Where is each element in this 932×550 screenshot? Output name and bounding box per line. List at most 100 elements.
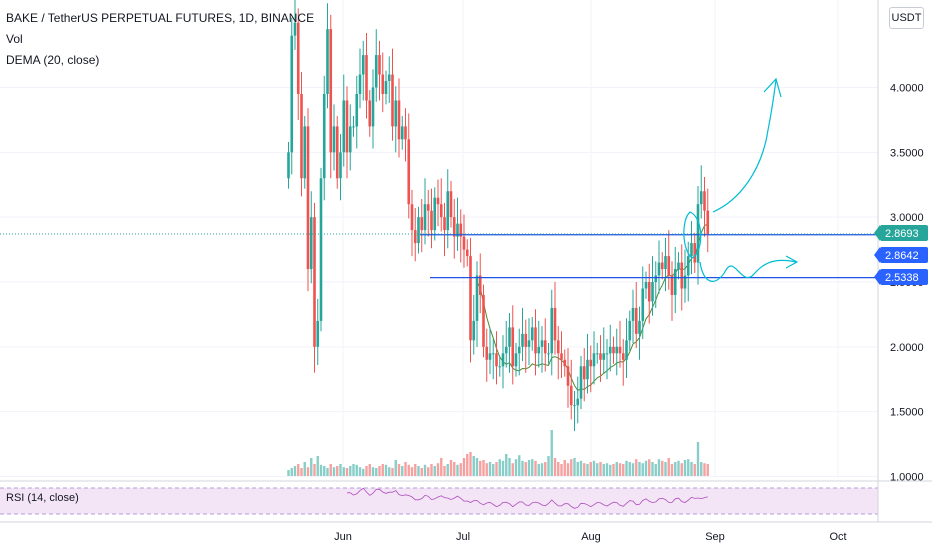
price-tag: 2.5338 bbox=[874, 269, 928, 285]
candle bbox=[335, 116, 339, 189]
volume-bar bbox=[625, 460, 628, 476]
drawn-up-arrowhead bbox=[763, 77, 782, 98]
volume-bar bbox=[505, 454, 508, 476]
volume-bar bbox=[362, 468, 365, 476]
price-axis: 1.00001.50002.00002.50003.00003.50004.00… bbox=[890, 83, 924, 484]
candle bbox=[563, 349, 567, 377]
volume-bar bbox=[466, 454, 469, 476]
volume-bar bbox=[687, 459, 690, 476]
candle bbox=[397, 78, 401, 158]
candle-body bbox=[634, 307, 638, 334]
candle bbox=[400, 116, 404, 150]
volume-bar bbox=[560, 464, 563, 476]
candle-body bbox=[612, 346, 615, 354]
candle bbox=[670, 261, 674, 321]
candle-body bbox=[582, 366, 586, 380]
candle bbox=[452, 199, 456, 259]
volume-bar bbox=[378, 466, 381, 476]
volume-bar bbox=[358, 467, 362, 476]
volume-bar bbox=[446, 464, 449, 476]
candle bbox=[287, 141, 290, 189]
candle-body bbox=[300, 93, 303, 179]
volume-bar bbox=[534, 460, 537, 476]
candle-body bbox=[348, 126, 352, 153]
grid-lines bbox=[0, 0, 878, 478]
volume-bar bbox=[547, 456, 550, 476]
candle bbox=[378, 40, 381, 101]
volume-bar bbox=[492, 464, 495, 476]
time-tick-label: Jul bbox=[456, 531, 470, 543]
volume-bar bbox=[615, 462, 618, 476]
chart-title[interactable]: BAKE / TetherUS PERPETUAL FUTURES, 1D, B… bbox=[6, 11, 315, 25]
candle bbox=[605, 339, 609, 380]
candle bbox=[391, 48, 394, 141]
volume-bar bbox=[368, 464, 371, 476]
candle-body bbox=[358, 74, 362, 94]
candle bbox=[465, 239, 469, 267]
candle-body bbox=[595, 353, 599, 355]
volume-bar bbox=[475, 458, 479, 476]
price-tag-label: 2.8693 bbox=[885, 228, 919, 240]
volume-bar bbox=[339, 464, 342, 476]
candle bbox=[329, 14, 333, 179]
candle-body bbox=[534, 327, 537, 354]
volume-bar bbox=[651, 462, 654, 476]
vol-indicator-label[interactable]: Vol bbox=[6, 32, 23, 46]
candle-body bbox=[566, 366, 570, 386]
candle bbox=[394, 86, 398, 153]
candle-body bbox=[615, 346, 619, 354]
candle-body bbox=[501, 353, 505, 367]
candle bbox=[660, 252, 664, 280]
candle bbox=[524, 319, 528, 373]
candle-body bbox=[342, 100, 346, 153]
price-tag-bg bbox=[880, 225, 928, 241]
candle bbox=[293, 0, 297, 50]
candle bbox=[677, 252, 680, 280]
price-tag-label: 2.5338 bbox=[885, 272, 919, 284]
volume-bar bbox=[410, 467, 414, 476]
candle-body bbox=[550, 307, 554, 354]
candle bbox=[693, 232, 697, 273]
volume-bar bbox=[456, 464, 459, 476]
candle-body bbox=[329, 29, 333, 153]
candle-body bbox=[482, 294, 485, 347]
volume-bar bbox=[521, 460, 524, 476]
time-tick-label: Jun bbox=[334, 531, 352, 543]
volume-bar bbox=[609, 464, 612, 476]
candle-body bbox=[371, 87, 375, 127]
candle bbox=[491, 339, 495, 380]
candle-body bbox=[303, 126, 307, 179]
rsi-indicator-label[interactable]: RSI (14, close) bbox=[6, 492, 79, 504]
volume-bar bbox=[700, 462, 703, 476]
candle bbox=[602, 327, 606, 375]
candle-body bbox=[433, 197, 437, 231]
dema-indicator-label[interactable]: DEMA (20, close) bbox=[6, 53, 100, 67]
candle-body bbox=[485, 346, 489, 360]
candle-body bbox=[569, 385, 573, 406]
candle bbox=[443, 202, 446, 257]
candle bbox=[495, 331, 498, 385]
candle bbox=[319, 167, 323, 332]
candle bbox=[404, 108, 407, 162]
drawn-up-arrow bbox=[712, 79, 777, 213]
volume-bar bbox=[423, 464, 427, 476]
currency-button[interactable]: USDT bbox=[889, 7, 924, 29]
candle bbox=[300, 71, 303, 197]
candle bbox=[703, 176, 706, 237]
price-tags: 2.8693 2.8642 2.5338 bbox=[874, 225, 928, 285]
volume-bar bbox=[641, 463, 644, 476]
candle bbox=[290, 17, 294, 175]
candle bbox=[631, 289, 635, 343]
volume-bar bbox=[488, 462, 492, 476]
volume-bar bbox=[485, 463, 488, 476]
price-tag-pointer bbox=[874, 247, 880, 263]
candle-body bbox=[443, 217, 446, 231]
volume-bar bbox=[553, 458, 557, 476]
candle bbox=[667, 230, 671, 290]
candle-body bbox=[690, 243, 693, 257]
volume-bar bbox=[498, 459, 501, 476]
candle-body bbox=[413, 230, 417, 244]
candle-body bbox=[680, 262, 684, 289]
candle-body bbox=[368, 100, 372, 127]
